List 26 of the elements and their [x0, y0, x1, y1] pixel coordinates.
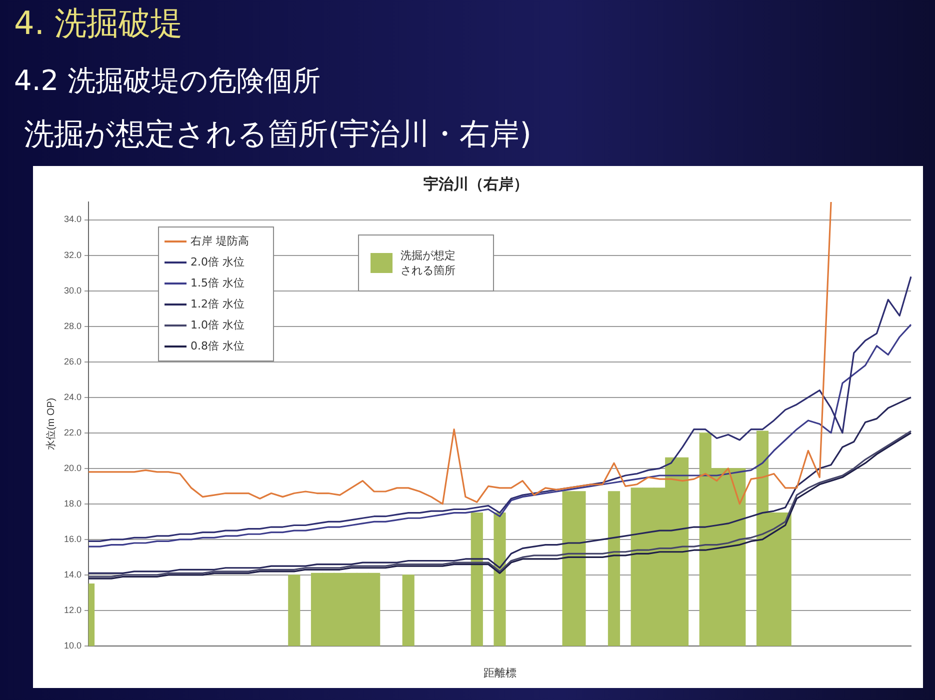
legend-label: 右岸 堤防高: [190, 234, 250, 248]
y-tick-label: 32.0: [64, 250, 82, 260]
y-tick-label: 28.0: [64, 320, 82, 331]
y-tick-label: 16.0: [64, 534, 82, 544]
y-tick-label: 14.0: [64, 569, 82, 580]
y-tick-label: 12.0: [64, 604, 82, 615]
chart-title: 宇治川（右岸）: [424, 174, 528, 193]
y-axis-title: 水位(m OP): [44, 398, 57, 450]
y-tick-label: 18.0: [64, 498, 82, 508]
y-tick-label: 30.0: [64, 285, 82, 296]
text: 4.2 洗掘破堤の危険個所: [14, 63, 320, 99]
y-tick-label: 24.0: [64, 392, 82, 402]
y-tick-label: 26.0: [64, 356, 82, 366]
text: 洗掘が想定される箇所(宇治川・右岸): [24, 116, 532, 154]
legend-label: 洗掘が想定される箇所: [400, 248, 456, 277]
y-tick-label: 10.0: [64, 640, 82, 650]
y-tick-label: 34.0: [64, 214, 82, 224]
legend-label: 1.2倍 水位: [190, 297, 245, 310]
legend-label: 0.8倍 水位: [190, 339, 245, 352]
legend-label: 1.5倍 水位: [190, 276, 245, 290]
y-tick-label: 20.0: [64, 462, 82, 473]
y-tick-label: 22.0: [64, 427, 82, 438]
legend-label: 2.0倍 水位: [190, 255, 245, 268]
legend-label: 1.0倍 水位: [190, 318, 245, 332]
x-axis-title: 距離標: [483, 667, 516, 680]
text: 4. 洗掘破堤: [14, 3, 183, 44]
